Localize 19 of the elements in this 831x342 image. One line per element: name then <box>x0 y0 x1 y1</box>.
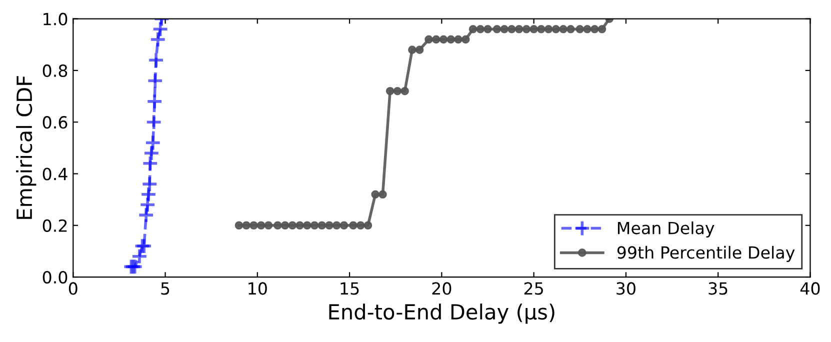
y-tick-label: 0.0 <box>42 270 68 284</box>
x-tick-label: 15 <box>340 282 359 295</box>
y-tick-label: 0.2 <box>42 219 67 232</box>
x-tick-label: 25 <box>524 282 543 295</box>
y-tick-label: 0.8 <box>42 64 68 78</box>
y-tick-label: 1.0 <box>44 12 68 26</box>
y-axis-title: Empirical CDF <box>16 76 36 219</box>
x-tick-label: 35 <box>708 282 728 295</box>
x-tick-label: 10 <box>248 282 267 295</box>
x-tick-label: 40 <box>800 282 820 295</box>
legend-label: Mean Delay <box>618 221 714 238</box>
x-tick-label: 30 <box>616 282 636 295</box>
legend-label: 99th Percentile Delay <box>617 246 795 262</box>
x-tick-label: 5 <box>161 282 170 295</box>
x-axis-title: End-to-End Delay (μs) <box>329 304 554 324</box>
x-tick-label: 20 <box>432 282 452 295</box>
y-tick-label: 0.6 <box>42 116 68 129</box>
x-tick-label: 0 <box>68 282 78 295</box>
y-tick-label: 0.4 <box>42 168 68 180</box>
